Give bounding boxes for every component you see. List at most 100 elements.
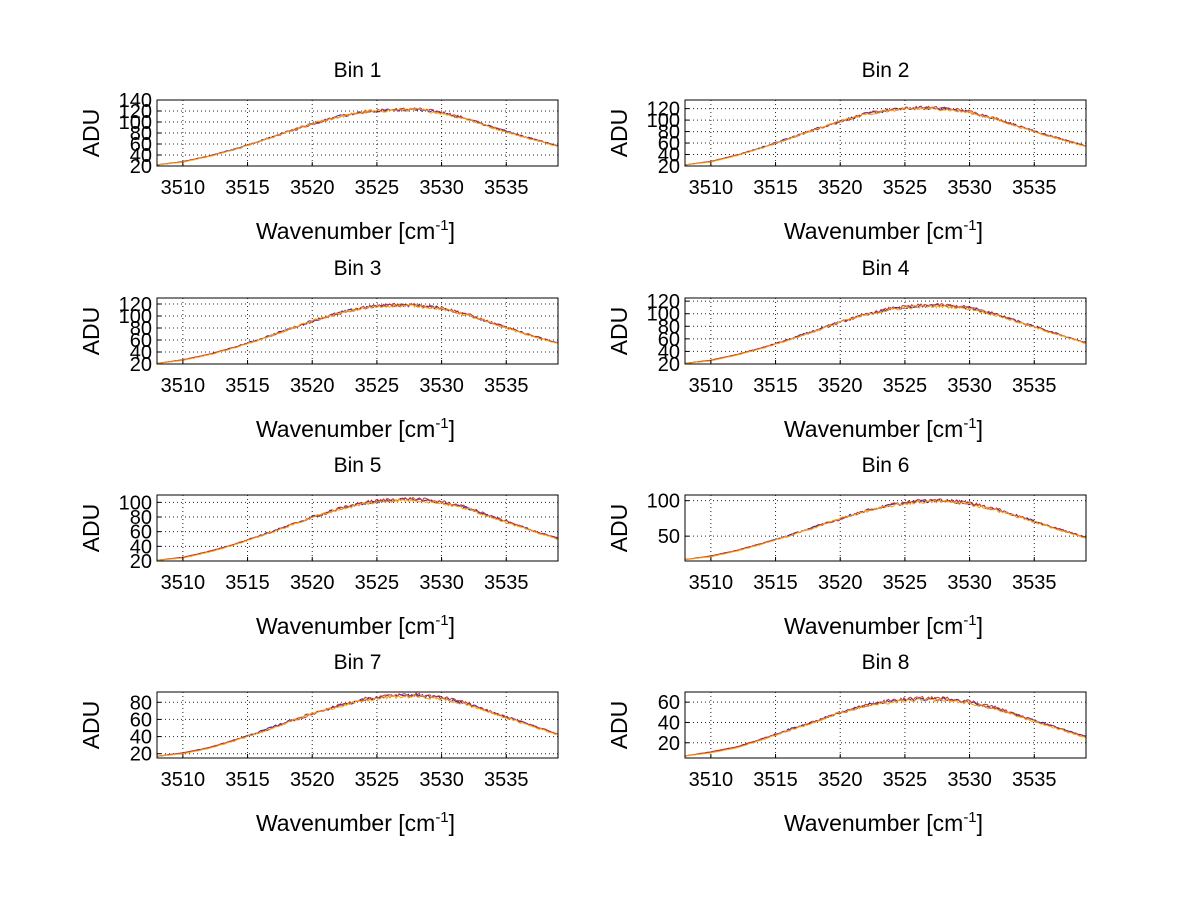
x-tick-label: 3525 [355,177,400,199]
x-tick-label: 3520 [290,769,335,791]
axes-frame [156,691,559,759]
x-tick-label: 3530 [947,769,992,791]
x-axis-label: Wavenumber [cm-1] [256,612,455,639]
x-tick-label: 3535 [484,769,529,791]
x-tick-label: 3515 [753,769,798,791]
x-tick-label: 3520 [818,177,863,199]
y-axis-label: ADU [78,701,104,750]
y-tick-label: 80 [658,122,680,144]
x-tick-label: 3530 [947,177,992,199]
axes-frame [684,297,1087,365]
x-axis-label: Wavenumber [cm-1] [784,809,983,836]
subplot-title: Bin 1 [334,59,382,82]
y-tick-label: 50 [658,526,680,548]
x-tick-label: 3510 [161,769,206,791]
series-line-3 [156,694,559,757]
y-tick-label: 40 [130,536,152,558]
x-axis-label: Wavenumber [cm-1] [256,415,455,442]
x-axis-label: Wavenumber [cm-1] [784,612,983,639]
y-tick-label: 60 [130,709,152,731]
y-tick-label: 40 [130,145,152,167]
x-tick-label: 3530 [419,769,464,791]
x-tick-label: 3525 [883,572,928,594]
series-line-3 [684,697,1087,757]
x-tick-label: 3510 [161,572,206,594]
y-tick-label: 20 [658,733,680,755]
series-line-2 [684,302,1087,364]
x-tick-label: 3515 [225,769,270,791]
x-tick-label: 3525 [355,572,400,594]
y-axis-label: ADU [78,504,104,553]
y-tick-label: 80 [130,318,152,340]
subplot-bin-1: 3510 3515 3520 3525 3530 3535 2040608010012014… [78,59,559,244]
series-line-2 [156,496,559,561]
y-tick-label: 100 [647,110,680,132]
y-tick-label: 120 [119,101,152,123]
x-tick-label: 3525 [355,375,400,397]
x-axis-label: Wavenumber [cm-1] [784,217,983,244]
x-tick-label: 3510 [689,177,734,199]
x-tick-label: 3535 [1012,177,1057,199]
axes-frame [684,494,1087,562]
series-line-3 [156,303,559,364]
x-tick-label: 3515 [225,572,270,594]
subplot-title: Bin 7 [334,651,382,674]
y-tick-label: 140 [119,90,152,112]
y-tick-label: 40 [130,342,152,364]
y-axis-label: ADU [78,307,104,356]
plot-area [685,100,1086,166]
y-tick-label: 80 [130,692,152,714]
x-tick-label: 3510 [161,177,206,199]
subplot-bin-6: 3510 3515 3520 3525 3530 3535 50 100 Bin 6 Wavenu… [606,454,1087,639]
series-line-3 [684,303,1086,364]
axes-frame [156,494,559,562]
y-tick-label: 40 [130,727,152,749]
x-tick-label: 3525 [883,375,928,397]
x-tick-label: 3535 [484,177,529,199]
y-tick-label: 40 [658,145,680,167]
x-tick-label: 3530 [419,572,464,594]
x-axis-label: Wavenumber [cm-1] [256,809,455,836]
y-tick-label: 20 [130,744,152,766]
subplot-title: Bin 3 [334,257,382,280]
x-tick-label: 3520 [290,375,335,397]
y-tick-label: 100 [647,304,680,326]
x-tick-label: 3530 [419,177,464,199]
x-tick-label: 3525 [883,769,928,791]
series-line-2 [156,302,559,364]
y-tick-label: 120 [647,99,680,121]
subplot-title: Bin 6 [862,454,910,477]
plot-area [157,495,558,561]
y-tick-label: 120 [647,291,680,313]
x-tick-label: 3530 [947,375,992,397]
y-tick-label: 80 [658,316,680,338]
y-tick-label: 40 [658,712,680,734]
x-tick-label: 3525 [355,769,400,791]
x-tick-label: 3510 [689,769,734,791]
plot-area [157,298,558,364]
plot-area [157,692,558,758]
y-tick-label: 80 [130,123,152,145]
y-tick-label: 60 [130,522,152,544]
x-tick-label: 3520 [290,572,335,594]
x-tick-label: 3525 [883,177,928,199]
y-tick-label: 60 [658,133,680,155]
x-tick-label: 3515 [225,177,270,199]
y-axis-label: ADU [606,109,632,158]
y-tick-label: 100 [119,112,152,134]
x-tick-label: 3515 [753,177,798,199]
subplot-title: Bin 2 [862,59,910,82]
x-tick-label: 3530 [947,572,992,594]
y-axis-label: ADU [606,307,632,356]
y-axis-label: ADU [78,109,104,158]
axes-frame [684,99,1087,167]
x-tick-label: 3530 [419,375,464,397]
series-line-3 [156,497,558,561]
y-tick-label: 80 [130,507,152,529]
